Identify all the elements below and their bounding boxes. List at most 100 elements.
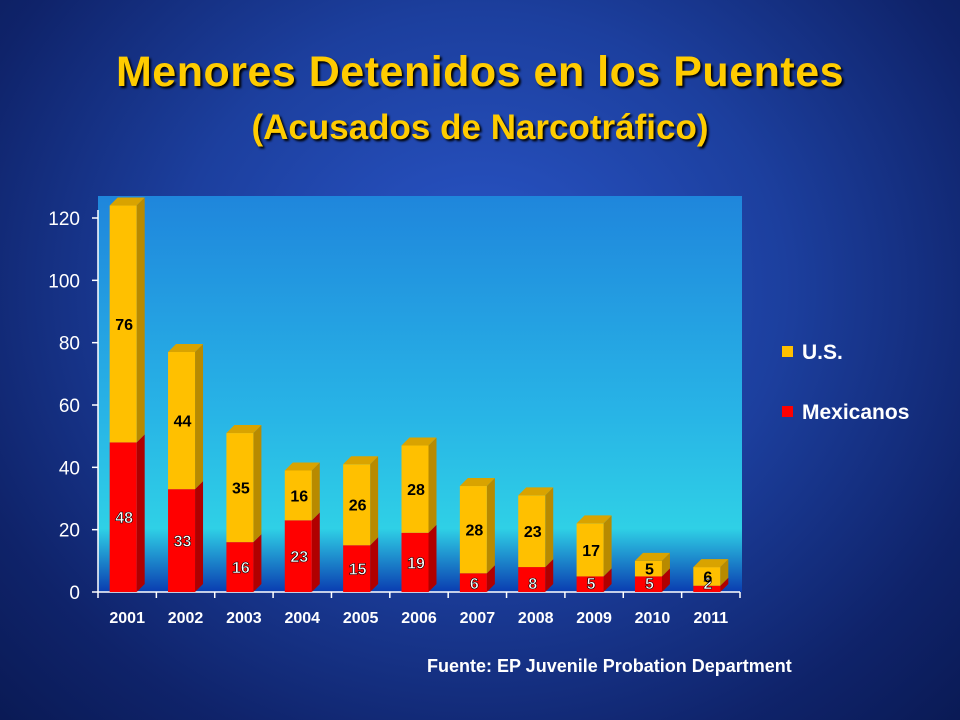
bar-side-us — [428, 437, 437, 533]
bar-us — [226, 433, 254, 543]
legend-label-us: U.S. — [802, 341, 843, 364]
source-note: Fuente: EP Juvenile Probation Department — [427, 656, 792, 676]
x-tick-label: 2003 — [226, 610, 262, 627]
bar-top — [459, 478, 495, 487]
x-tick-label: 2008 — [518, 610, 554, 627]
bar-mexicanos — [693, 585, 721, 592]
y-tick-label: 20 — [59, 521, 80, 542]
data-label-us: 16 — [290, 488, 308, 505]
bar-side-us — [136, 197, 145, 443]
y-tick-label: 120 — [48, 209, 80, 230]
bar-us — [401, 445, 429, 533]
data-labels: 2001487620023344200316352004231620051526… — [109, 317, 728, 627]
data-label-us: 23 — [524, 524, 542, 541]
bar-us — [168, 352, 196, 490]
bar-top — [168, 344, 204, 353]
bar-mexicanos — [518, 567, 546, 592]
bar-us — [693, 567, 721, 586]
y-tick-label: 40 — [59, 458, 80, 479]
bar-side-mexicanos — [603, 568, 612, 592]
bar-mexicanos — [109, 442, 137, 592]
bar-us — [518, 495, 546, 568]
data-label-mexicanos: 15 — [349, 562, 367, 579]
x-tick-label: 2010 — [635, 610, 671, 627]
bar-top — [226, 425, 262, 434]
bar-us — [576, 523, 604, 577]
bar-top — [284, 462, 320, 471]
data-label-mexicanos: 19 — [407, 555, 425, 572]
chart-title: Menores Detenidos en los Puentes — [115, 48, 845, 96]
bar-side-mexicanos — [720, 577, 729, 592]
bar-top — [518, 487, 554, 496]
y-tick-label: 0 — [69, 583, 80, 604]
x-tick-label: 2009 — [576, 610, 612, 627]
bar-side-mexicanos — [428, 524, 437, 592]
bar-us — [109, 205, 137, 443]
bar-side-us — [486, 478, 495, 574]
bar-side-us — [311, 462, 320, 521]
data-label-mexicanos: 2 — [703, 576, 712, 593]
data-label-mexicanos: 8 — [528, 576, 537, 593]
data-label-us: 28 — [465, 523, 483, 540]
bar-mexicanos — [343, 545, 371, 592]
x-tick-label: 2007 — [460, 610, 496, 627]
x-tick-label: 2006 — [401, 610, 437, 627]
bar-side-mexicanos — [486, 565, 495, 592]
chart-subtitle: (Acusados de Narcotráfico) — [251, 108, 709, 147]
data-label-us: 28 — [407, 482, 425, 499]
data-label-us: 17 — [582, 543, 600, 560]
y-tick-label: 60 — [59, 396, 80, 417]
bar-top — [576, 515, 612, 524]
data-label-mexicanos: 5 — [587, 576, 596, 593]
bar-side-mexicanos — [311, 512, 320, 592]
x-tick-label: 2011 — [693, 610, 728, 627]
data-label-us: 44 — [174, 414, 192, 431]
bar-side-us — [253, 425, 262, 543]
bar-mexicanos — [284, 520, 312, 592]
bar-us — [343, 464, 371, 546]
bar-side-us — [370, 456, 379, 546]
data-label-us: 35 — [232, 481, 250, 498]
bar-top — [693, 559, 729, 568]
bar-mexicanos — [576, 576, 604, 592]
bar-mexicanos — [168, 489, 196, 592]
bar-side-mexicanos — [545, 559, 554, 592]
legend-swatch-us — [782, 345, 793, 357]
data-label-us: 26 — [349, 498, 367, 515]
bar-mexicanos — [401, 532, 429, 592]
legend-label-mexicanos: Mexicanos — [802, 401, 910, 424]
legend-item-mexicanos: Mexicanos — [782, 401, 909, 425]
x-tick-label: 2005 — [343, 610, 379, 627]
bar-top — [343, 456, 379, 465]
bar-us — [634, 560, 662, 577]
bar-mexicanos — [634, 576, 662, 592]
bar-side-mexicanos — [195, 481, 204, 592]
bar-side-mexicanos — [253, 534, 262, 592]
x-tick-label: 2002 — [168, 610, 204, 627]
bar-side-us — [195, 344, 204, 490]
bar-side-us — [603, 515, 612, 577]
bar-top — [401, 437, 437, 446]
bar-side-mexicanos — [370, 537, 379, 592]
bar-top — [634, 552, 670, 561]
bar-us — [459, 486, 487, 574]
data-label-us: 5 — [645, 562, 654, 579]
bar-side-us — [661, 552, 670, 577]
data-label-us: 76 — [115, 317, 133, 334]
bar-side-us — [720, 559, 729, 586]
data-label-us: 6 — [703, 569, 712, 586]
legend-swatch-mexicanos — [782, 405, 793, 417]
bar-mexicanos — [226, 542, 254, 592]
y-tick-label: 80 — [59, 334, 80, 355]
data-label-mexicanos: 5 — [645, 576, 654, 593]
x-tick-label: 2004 — [284, 610, 320, 627]
bar-side-mexicanos — [661, 568, 670, 592]
bar-side-mexicanos — [136, 434, 145, 592]
bar-top — [109, 197, 145, 206]
data-label-mexicanos: 16 — [232, 560, 250, 577]
x-tick-label: 2001 — [109, 610, 145, 627]
data-label-mexicanos: 48 — [115, 510, 133, 527]
data-label-mexicanos: 23 — [290, 549, 308, 566]
bar-side-us — [545, 487, 554, 568]
